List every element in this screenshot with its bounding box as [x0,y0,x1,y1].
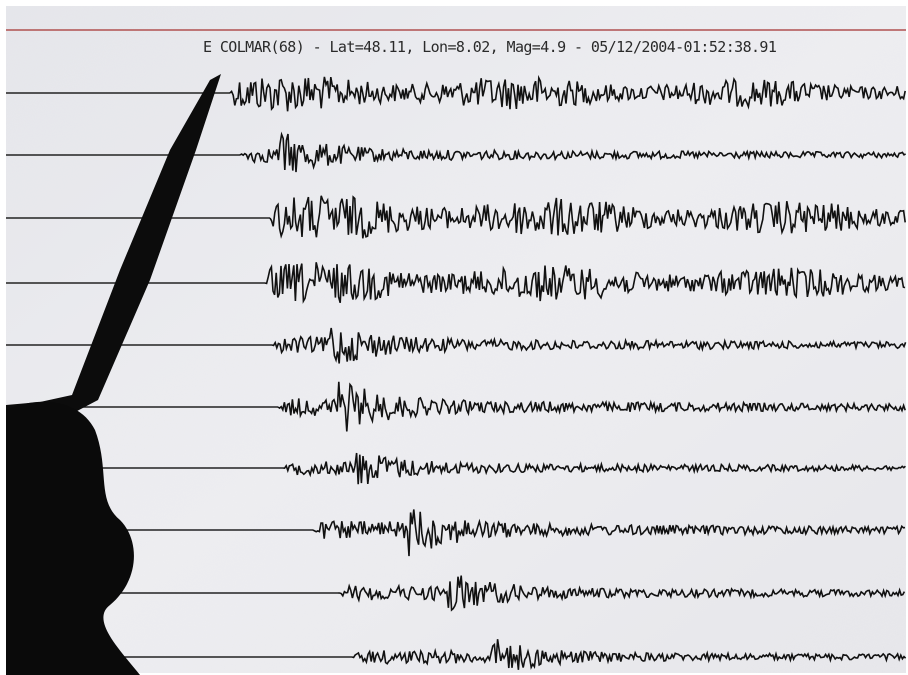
page: E COLMAR(68) - Lat=48.11, Lon=8.02, Mag=… [0,0,908,675]
caption: E COLMAR(68) - Lat=48.11, Lon=8.02, Mag=… [203,38,777,56]
seismogram-photo: E COLMAR(68) - Lat=48.11, Lon=8.02, Mag=… [0,0,908,675]
